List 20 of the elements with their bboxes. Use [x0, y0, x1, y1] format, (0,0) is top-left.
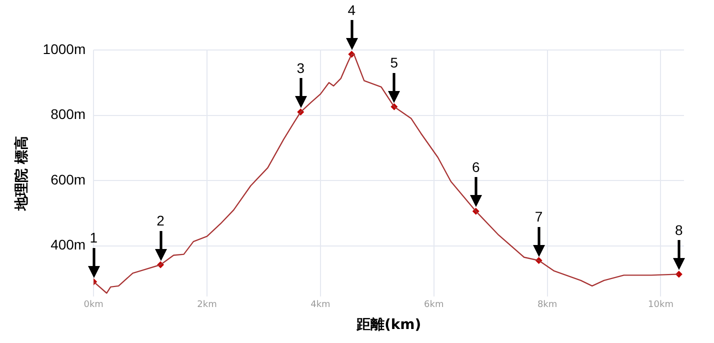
annotation: 8	[674, 222, 683, 238]
annotation: 3	[296, 60, 305, 76]
annotation: 6	[472, 159, 480, 176]
y-tick-label: 800m	[50, 106, 86, 122]
y-tick-label: 600m	[50, 171, 86, 188]
x-axis-title: 距離(km)	[355, 317, 422, 334]
x-tick-label: 10km	[648, 300, 674, 310]
annotation: 7	[534, 208, 543, 224]
x-tick-label: 6km	[424, 300, 444, 310]
y-tick-label: 400m	[50, 236, 86, 253]
annotation: 1	[90, 230, 98, 246]
x-tick-label: 8km	[537, 300, 558, 310]
y-axis-title: 地理院 標高	[13, 136, 30, 212]
y-tick-label: 1000m	[42, 40, 86, 57]
x-tick-label: 0km	[84, 300, 104, 310]
x-tick-label: 4km	[310, 300, 330, 310]
annotation: 2	[156, 212, 165, 229]
annotation: 5	[390, 54, 398, 71]
x-tick-label: 2km	[197, 300, 217, 310]
annotation: 4	[348, 2, 356, 18]
